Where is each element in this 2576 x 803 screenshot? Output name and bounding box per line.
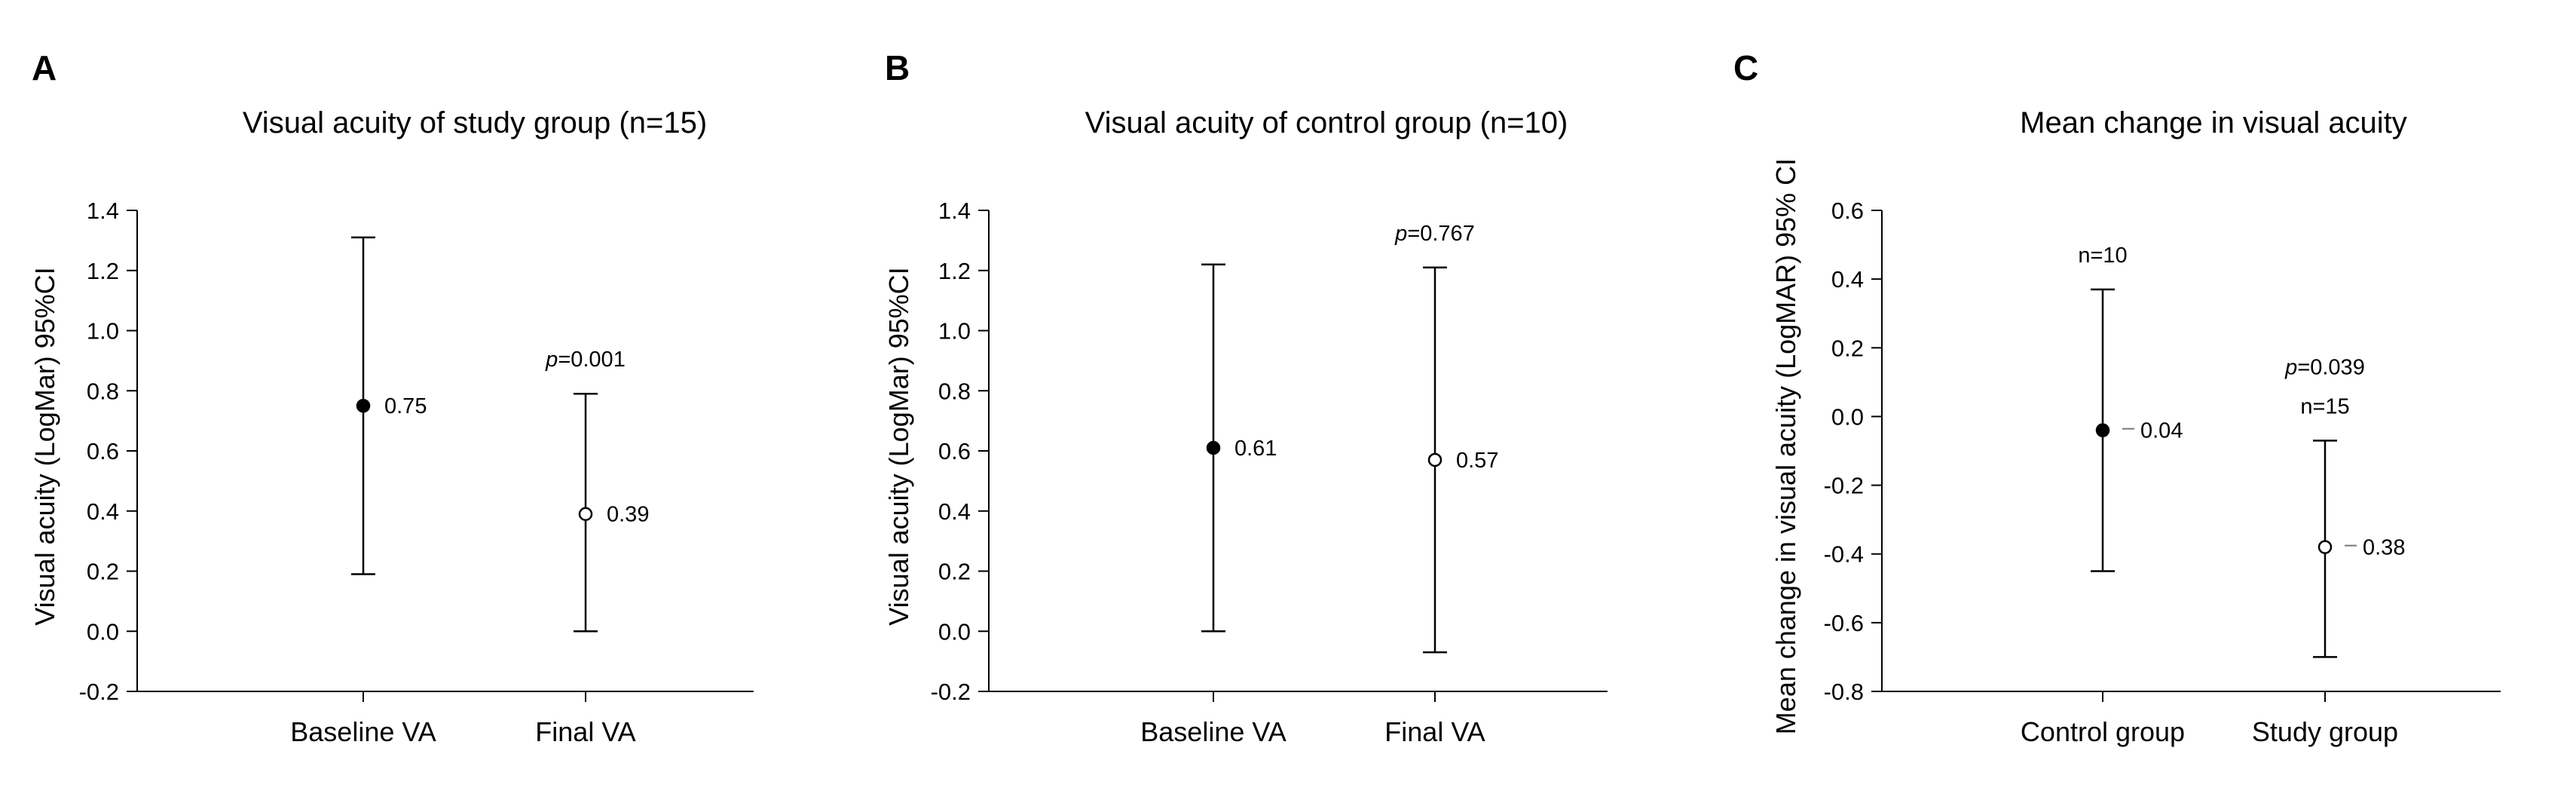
- y-tick-label: 0.4: [938, 498, 971, 525]
- chart-title: Mean change in visual acuity: [2020, 106, 2407, 139]
- y-tick-label: 0.0: [1831, 403, 1864, 430]
- y-tick-label: -0.2: [931, 679, 971, 705]
- y-tick-label: 1.2: [87, 258, 119, 284]
- data-point: [1206, 440, 1221, 455]
- y-axis-label: Visual acuity (LogMar) 95%CI: [29, 267, 60, 626]
- annotation: p=0.001: [545, 348, 626, 372]
- data-label: 0.04: [2140, 419, 2183, 443]
- x-tick-label: Study group: [2252, 716, 2398, 747]
- y-tick-label: 0.4: [87, 498, 119, 525]
- data-label: 0.38: [2363, 536, 2405, 560]
- x-tick-label: Final VA: [535, 716, 635, 747]
- data-label: 0.57: [1456, 449, 1498, 473]
- chart-title: Visual acuity of control group (n=10): [1085, 106, 1568, 139]
- y-tick-label: 0.2: [87, 559, 119, 585]
- y-tick-label: -0.6: [1824, 610, 1864, 636]
- y-axis-label: Mean change in visual acuity (LogMAR) 95…: [1770, 158, 1801, 734]
- data-point: [1427, 452, 1442, 467]
- data-point: [356, 398, 371, 413]
- y-tick-label: 0.4: [1831, 266, 1864, 293]
- annotation-italic: p: [545, 348, 558, 372]
- annotation-text: =0.039: [2297, 355, 2365, 379]
- annotation-text: n=10: [2078, 244, 2127, 268]
- data-point: [2317, 540, 2333, 554]
- x-tick-label: Baseline VA: [290, 716, 436, 747]
- annotation: n=10: [2078, 244, 2127, 268]
- chart-title: Visual acuity of study group (n=15): [243, 106, 707, 139]
- y-tick-label: -0.8: [1824, 679, 1864, 705]
- y-tick-label: 1.0: [938, 318, 971, 345]
- y-axis-label: Visual acuity (LogMar) 95%CI: [883, 267, 914, 626]
- panel-b: B Visual acuity of control group (n=10) -0…: [883, 48, 1608, 747]
- y-tick-label: 0.2: [1831, 335, 1864, 361]
- y-tick-label: 0.0: [938, 618, 971, 645]
- annotation-italic: p: [2284, 355, 2297, 379]
- annotation-text: =0.001: [558, 348, 626, 372]
- x-tick-label: Control group: [2021, 716, 2185, 747]
- data-point: [2095, 423, 2110, 437]
- y-tick-label: 1.4: [87, 198, 119, 224]
- y-tick-label: -0.4: [1824, 541, 1864, 568]
- y-tick-label: 0.6: [87, 438, 119, 464]
- panel-letter: C: [1733, 48, 1758, 87]
- y-tick-label: 1.0: [87, 318, 119, 345]
- data-point: [578, 507, 593, 521]
- annotation-text: n=15: [2300, 394, 2349, 418]
- data-label: 0.39: [607, 503, 649, 527]
- panel-a: A Visual acuity of study group (n=15) -0.2…: [29, 48, 754, 747]
- annotation-italic: p: [1394, 222, 1407, 246]
- y-tick-label: -0.2: [79, 679, 119, 705]
- y-tick-label: 0.8: [938, 378, 971, 404]
- x-tick-label: Final VA: [1384, 716, 1485, 747]
- annotation-text: =0.767: [1407, 222, 1475, 246]
- y-tick-label: 0.6: [938, 438, 971, 464]
- data-label: 0.61: [1234, 437, 1277, 461]
- annotation: n=15: [2300, 394, 2349, 418]
- y-tick-label: 0.0: [87, 618, 119, 645]
- panel-letter: A: [32, 48, 57, 87]
- annotation: p=0.039: [2284, 355, 2365, 379]
- y-tick-label: 0.6: [1831, 198, 1864, 224]
- panel-c: C Mean change in visual acuity -0.8 -0.6 -0.…: [1733, 48, 2501, 747]
- y-tick-label: 1.4: [938, 198, 971, 224]
- y-tick-label: 0.8: [87, 378, 119, 404]
- panel-letter: B: [885, 48, 910, 87]
- y-tick-label: 0.2: [938, 559, 971, 585]
- y-tick-label: 1.2: [938, 258, 971, 284]
- x-tick-label: Baseline VA: [1140, 716, 1286, 747]
- data-label: 0.75: [384, 394, 427, 418]
- y-tick-label: -0.2: [1824, 473, 1864, 499]
- annotation: p=0.767: [1394, 222, 1475, 246]
